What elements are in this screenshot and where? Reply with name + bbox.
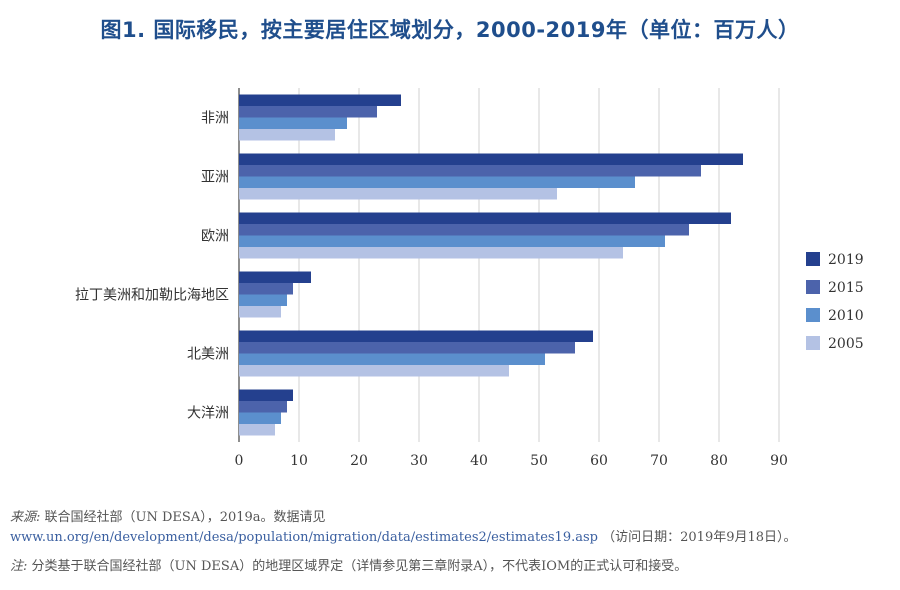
bar-2005 [239, 365, 509, 377]
legend-label: 2010 [828, 308, 864, 324]
legend-swatch-2015 [806, 280, 820, 294]
x-tick-label: 20 [350, 453, 368, 469]
legend-label: 2005 [828, 336, 864, 352]
legend-swatch-2010 [806, 308, 820, 322]
bar-2019 [239, 389, 293, 401]
bars [239, 94, 743, 436]
bar-2015 [239, 401, 287, 413]
source-lead: 来源: [10, 510, 41, 525]
bar-2015 [239, 106, 377, 118]
bar-2015 [239, 224, 689, 236]
source-text: 联合国经社部（UN DESA），2019a。数据请见 [44, 510, 326, 525]
source-note: 来源: 联合国经社部（UN DESA），2019a。数据请见 www.un.org… [10, 508, 890, 548]
bar-2005 [239, 129, 335, 141]
bar-2005 [239, 247, 623, 259]
bar-2019 [239, 330, 593, 342]
bar-2010 [239, 353, 545, 365]
bar-2010 [239, 235, 665, 247]
legend-label: 2015 [828, 280, 864, 296]
bar-2005 [239, 306, 281, 318]
category-label: 亚洲 [201, 170, 229, 186]
bar-2019 [239, 271, 311, 283]
bar-2015 [239, 283, 293, 295]
bar-2005 [239, 424, 275, 436]
bar-2010 [239, 117, 347, 129]
legend: 2019 2015 2010 2005 [806, 252, 864, 352]
x-tick-label: 10 [290, 453, 308, 469]
bar-2010 [239, 176, 635, 188]
x-tick-label: 0 [235, 453, 244, 469]
x-tick-label: 90 [770, 453, 788, 469]
x-axis-ticks: 0 10 20 30 40 50 60 70 80 90 [235, 453, 788, 469]
bar-2015 [239, 342, 575, 354]
x-tick-label: 60 [590, 453, 608, 469]
category-label: 欧洲 [201, 229, 229, 245]
bar-2019 [239, 94, 401, 106]
source-link[interactable]: www.un.org/en/development/desa/populatio… [10, 530, 598, 545]
bar-2019 [239, 212, 731, 224]
legend-swatch-2005 [806, 336, 820, 350]
bar-2010 [239, 412, 281, 424]
category-label: 拉丁美洲和加勒比海地区 [75, 288, 229, 304]
note-lead: 注: [10, 559, 28, 574]
bar-2005 [239, 188, 557, 200]
x-tick-label: 30 [410, 453, 428, 469]
category-label: 大洋洲 [187, 406, 229, 422]
x-tick-label: 80 [710, 453, 728, 469]
x-tick-label: 70 [650, 453, 668, 469]
category-label: 非洲 [201, 111, 229, 127]
bar-2019 [239, 153, 743, 165]
classification-note: 注: 分类基于联合国经社部（UN DESA）的地理区域界定（详情参见第三章附录A… [10, 557, 890, 577]
category-label: 北美洲 [187, 347, 229, 363]
chart-title: 图1. 国际移民，按主要居住区域划分，2000-2019年（单位：百万人） [100, 18, 800, 42]
source-tail: （访问日期：2019年9月18日）。 [602, 530, 797, 545]
note-text: 分类基于联合国经社部（UN DESA）的地理区域界定（详情参见第三章附录A），不… [31, 559, 688, 574]
x-tick-label: 50 [530, 453, 548, 469]
legend-swatch-2019 [806, 252, 820, 266]
x-tick-label: 40 [470, 453, 488, 469]
legend-label: 2019 [828, 252, 864, 268]
bar-2010 [239, 294, 287, 306]
gridlines [238, 88, 780, 442]
bar-2015 [239, 165, 701, 177]
